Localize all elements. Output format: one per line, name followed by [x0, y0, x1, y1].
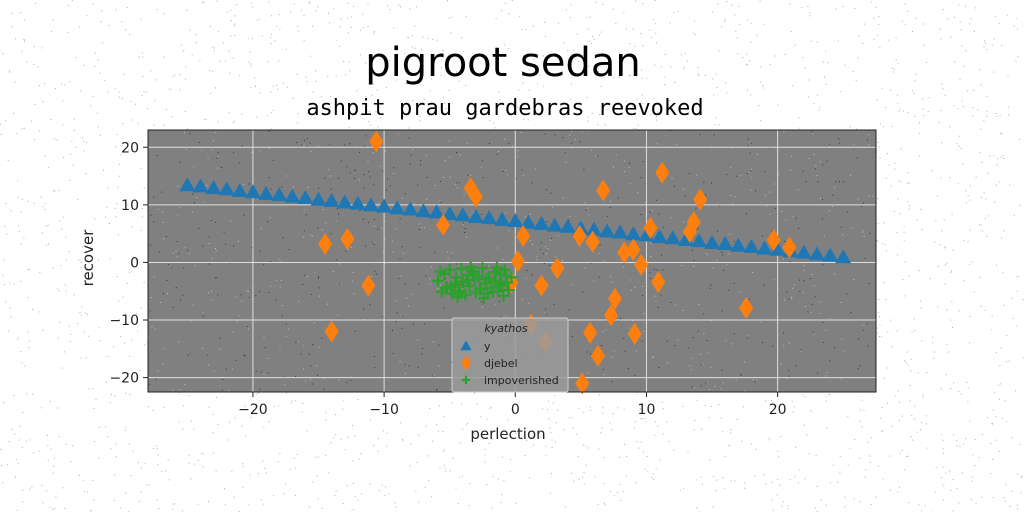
legend-label-djebel: djebel — [484, 357, 518, 370]
legend-title: kyathos — [484, 322, 528, 335]
legend: kyathos y djebel impoverished — [452, 318, 568, 392]
y-tick-label: 20 — [121, 140, 139, 156]
legend-label-y: y — [484, 340, 491, 353]
y-tick-label: 0 — [130, 255, 139, 271]
x-tick-label: −20 — [238, 402, 268, 418]
x-axis-label: perlection — [470, 425, 545, 443]
y-tick-label: −10 — [109, 313, 139, 329]
y-tick-label: −20 — [109, 371, 139, 387]
x-tick-label: −10 — [369, 402, 399, 418]
y-axis-label: recover — [79, 229, 97, 287]
x-tick-label: 20 — [769, 402, 787, 418]
chart-title: pigroot sedan — [365, 40, 641, 86]
legend-label-impoverished: impoverished — [484, 374, 559, 387]
x-tick-label: 10 — [638, 402, 656, 418]
chart-subtitle: ashpit prau gardebras reevoked — [306, 96, 703, 121]
x-tick-label: 0 — [511, 402, 520, 418]
y-tick-label: 10 — [121, 198, 139, 214]
